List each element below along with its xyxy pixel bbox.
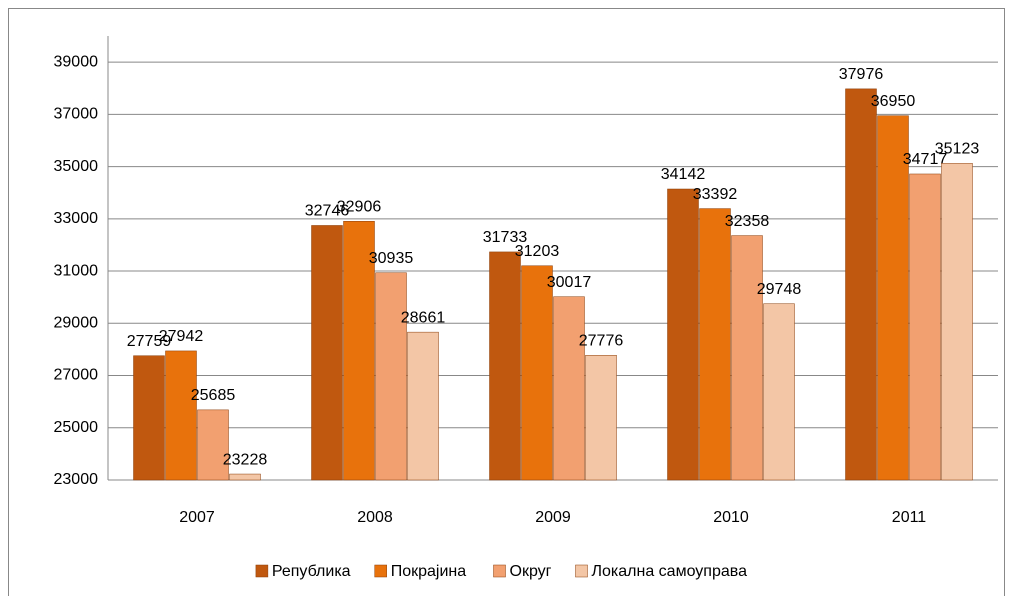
data-label: 33392: [693, 186, 738, 203]
data-label: 37976: [839, 66, 884, 83]
x-tick-label: 2007: [179, 509, 215, 526]
bar: [375, 272, 407, 481]
y-tick-label: 31000: [54, 262, 99, 279]
x-tick-label: 2011: [892, 509, 927, 526]
bar: [553, 296, 585, 481]
bar: [407, 331, 439, 481]
y-tick-label: 27000: [54, 367, 99, 384]
data-label: 29748: [757, 281, 802, 298]
bar: [699, 208, 731, 481]
bar: [343, 221, 375, 481]
bar: [877, 115, 909, 481]
data-label: 36950: [871, 93, 916, 110]
y-tick-label: 29000: [54, 315, 99, 332]
legend-swatch: [493, 564, 506, 578]
legend-label: Република: [272, 563, 351, 580]
bar: [311, 225, 343, 481]
bar: [731, 235, 763, 481]
legend-label: Локална самоуправа: [592, 563, 748, 580]
y-tick-label: 39000: [54, 53, 99, 70]
y-tick-label: 35000: [54, 158, 99, 175]
bar: [489, 251, 521, 481]
x-tick-label: 2009: [535, 509, 571, 526]
legend-label: Округ: [510, 563, 552, 580]
y-tick-label: 25000: [54, 419, 99, 436]
data-label: 27776: [579, 332, 624, 349]
x-tick-label: 2010: [713, 509, 749, 526]
data-label: 34142: [661, 166, 706, 183]
x-tick-label: 2008: [357, 509, 393, 526]
data-label: 32358: [725, 213, 770, 230]
bar: [667, 188, 699, 481]
data-label: 27942: [159, 328, 204, 345]
y-tick-label: 23000: [54, 471, 99, 488]
data-label: 31733: [483, 229, 528, 246]
bar: [909, 173, 941, 481]
data-label: 23228: [223, 451, 268, 468]
bar: [763, 303, 795, 481]
legend-swatch: [374, 564, 387, 578]
y-tick-label: 37000: [54, 106, 99, 123]
data-label: 30017: [547, 274, 592, 291]
bar: [133, 355, 165, 481]
data-label: 25685: [191, 387, 236, 404]
data-label: 34717: [903, 151, 948, 168]
legend-label: Покрајина: [391, 563, 467, 580]
data-label: 27759: [127, 333, 172, 350]
bar: [521, 265, 553, 481]
data-label: 31203: [515, 243, 560, 260]
data-label: 28661: [401, 309, 446, 326]
bar: [229, 473, 261, 481]
bar: [845, 88, 877, 481]
legend-swatch: [255, 564, 269, 578]
data-label: 32906: [337, 198, 382, 215]
y-tick-label: 33000: [54, 210, 99, 227]
data-label: 35123: [935, 141, 980, 158]
legend-swatch: [575, 564, 588, 578]
data-label: 32746: [305, 203, 350, 220]
bar: [585, 355, 617, 481]
bar: [197, 409, 229, 481]
data-label: 30935: [369, 250, 414, 267]
bar: [941, 163, 973, 481]
bar: [165, 350, 197, 481]
